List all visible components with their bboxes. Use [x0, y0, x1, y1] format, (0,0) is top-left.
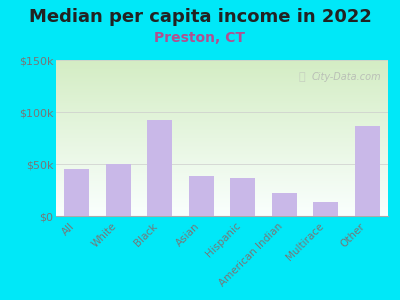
- Text: Median per capita income in 2022: Median per capita income in 2022: [28, 8, 372, 26]
- Bar: [64, 169, 89, 216]
- Bar: [106, 164, 131, 216]
- Text: Preston, CT: Preston, CT: [154, 32, 246, 46]
- Bar: [189, 176, 214, 216]
- Text: City-Data.com: City-Data.com: [312, 73, 381, 82]
- Text: ⓘ: ⓘ: [298, 73, 305, 82]
- Bar: [355, 125, 380, 216]
- Bar: [230, 178, 255, 216]
- Bar: [313, 202, 338, 216]
- Bar: [272, 193, 297, 216]
- Bar: [147, 120, 172, 216]
